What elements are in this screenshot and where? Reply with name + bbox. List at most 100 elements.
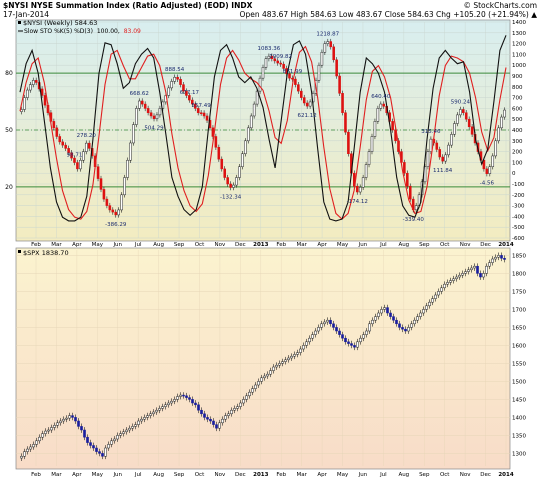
spx-x-tick-label: Mar xyxy=(51,472,62,478)
nysi-candle xyxy=(470,126,474,135)
nysi-annotation: 557.49 xyxy=(192,103,212,109)
nysi-candle xyxy=(70,152,73,159)
spx-candle xyxy=(170,400,173,404)
spx-y-tick-label: 1550 xyxy=(512,361,526,367)
spx-candle xyxy=(317,327,320,332)
nysi-candle xyxy=(120,194,123,211)
nysi-candle xyxy=(435,142,439,150)
nysi-annotation: 98.71 xyxy=(67,153,83,159)
nysi-candle xyxy=(126,159,129,178)
nysi-x-tick-label: Oct xyxy=(440,242,450,248)
nysi-annotation: 668.62 xyxy=(130,91,149,97)
spx-y-tick-label: 1350 xyxy=(512,433,526,439)
nysi-candle xyxy=(202,112,206,117)
nysi-candle xyxy=(132,124,135,144)
spx-candle xyxy=(461,273,464,276)
nysi-candle xyxy=(258,77,262,92)
spx-candle xyxy=(455,276,458,280)
nysi-candle xyxy=(441,156,444,162)
spx-candle xyxy=(92,445,95,449)
nysi-candle xyxy=(488,166,492,174)
spx-x-tick-label: Feb xyxy=(31,472,41,478)
stockcharts-brand: © StockCharts.com xyxy=(463,1,537,10)
nysi-candle xyxy=(79,159,82,170)
spx-candle xyxy=(185,395,188,398)
nysi-candle xyxy=(329,41,333,48)
spx-candle xyxy=(413,319,416,325)
spx-candle xyxy=(236,406,239,409)
spx-x-tick-label: 2014 xyxy=(498,472,513,478)
nysi-candle xyxy=(135,108,138,125)
nysi-candle xyxy=(379,103,383,109)
spx-candle xyxy=(173,399,176,402)
spx-candle xyxy=(488,262,491,267)
spx-candle xyxy=(332,323,335,328)
nysi-candle xyxy=(494,140,497,157)
spx-candle xyxy=(47,429,50,432)
nysi-x-tick-label: Dec xyxy=(480,242,491,248)
nysi-candle xyxy=(76,162,79,170)
nysi-candle xyxy=(382,103,386,107)
nysi-y-tick-label: -300 xyxy=(512,204,525,210)
nysi-legend: $NYSI (Weekly) 584.63 xyxy=(23,19,97,27)
nysi-candle xyxy=(73,157,76,163)
spx-candle xyxy=(323,321,326,325)
spx-candle xyxy=(404,328,407,332)
spx-candle xyxy=(203,413,206,418)
spx-candle xyxy=(71,415,74,418)
spx-candle xyxy=(257,381,260,386)
nysi-y-tick-label: 400 xyxy=(512,128,523,134)
nysi-x-tick-label: Jun xyxy=(112,242,122,248)
spx-candle xyxy=(305,341,308,346)
nysi-x-tick-label: Jul xyxy=(134,242,142,248)
spx-candle xyxy=(374,316,377,321)
spx-candle xyxy=(410,323,413,328)
nysi-candle xyxy=(223,168,226,178)
nysi-candle xyxy=(31,80,35,85)
spx-candle xyxy=(398,323,401,328)
nysi-candle xyxy=(406,172,409,187)
spx-candle xyxy=(83,429,86,438)
spx-candle xyxy=(80,426,83,431)
spx-candle xyxy=(482,273,485,278)
spx-candle xyxy=(122,431,125,434)
nysi-candle xyxy=(323,43,327,53)
nysi-annotation: 888.54 xyxy=(165,67,185,73)
spx-candle xyxy=(467,269,470,272)
nysi-annotation: 640.40 xyxy=(371,94,391,100)
nysi-candle xyxy=(270,55,274,59)
spx-candle xyxy=(101,453,104,457)
spx-candle xyxy=(446,282,449,285)
nysi-legend-box xyxy=(18,21,21,24)
nysi-annotation: -4.56 xyxy=(480,181,495,187)
nysi-candle xyxy=(143,103,147,109)
nysi-annotation: 621.12 xyxy=(298,113,317,119)
nysi-candle xyxy=(84,142,88,152)
nysi-candle xyxy=(326,41,330,44)
nysi-y-tick-label: 700 xyxy=(512,96,523,102)
stoch-level-label: 80 xyxy=(5,70,13,77)
nysi-candle xyxy=(108,205,112,211)
nysi-candle xyxy=(167,87,171,96)
nysi-candle xyxy=(52,121,56,129)
spx-candle xyxy=(152,411,155,415)
nysi-candle xyxy=(214,136,218,148)
nysi-candle xyxy=(373,121,377,137)
spx-y-tick-label: 1650 xyxy=(512,325,526,331)
nysi-x-tick-label: May xyxy=(337,242,349,248)
nysi-y-tick-label: 1200 xyxy=(512,42,526,48)
nysi-candle xyxy=(338,75,341,94)
nysi-candle xyxy=(273,58,277,62)
spx-bars xyxy=(20,252,506,461)
nysi-candle xyxy=(182,84,185,92)
spx-candle xyxy=(146,415,149,418)
stoch-d-line xyxy=(19,45,507,220)
spx-candle xyxy=(422,309,425,314)
spx-candle xyxy=(242,399,245,404)
nysi-candle xyxy=(503,109,506,118)
spx-x-tick-label: Nov xyxy=(460,472,471,478)
nysi-candle xyxy=(261,67,265,79)
spx-candle xyxy=(356,341,359,348)
spx-candle xyxy=(287,357,290,361)
spx-x-tick-label: Nov xyxy=(215,472,226,478)
